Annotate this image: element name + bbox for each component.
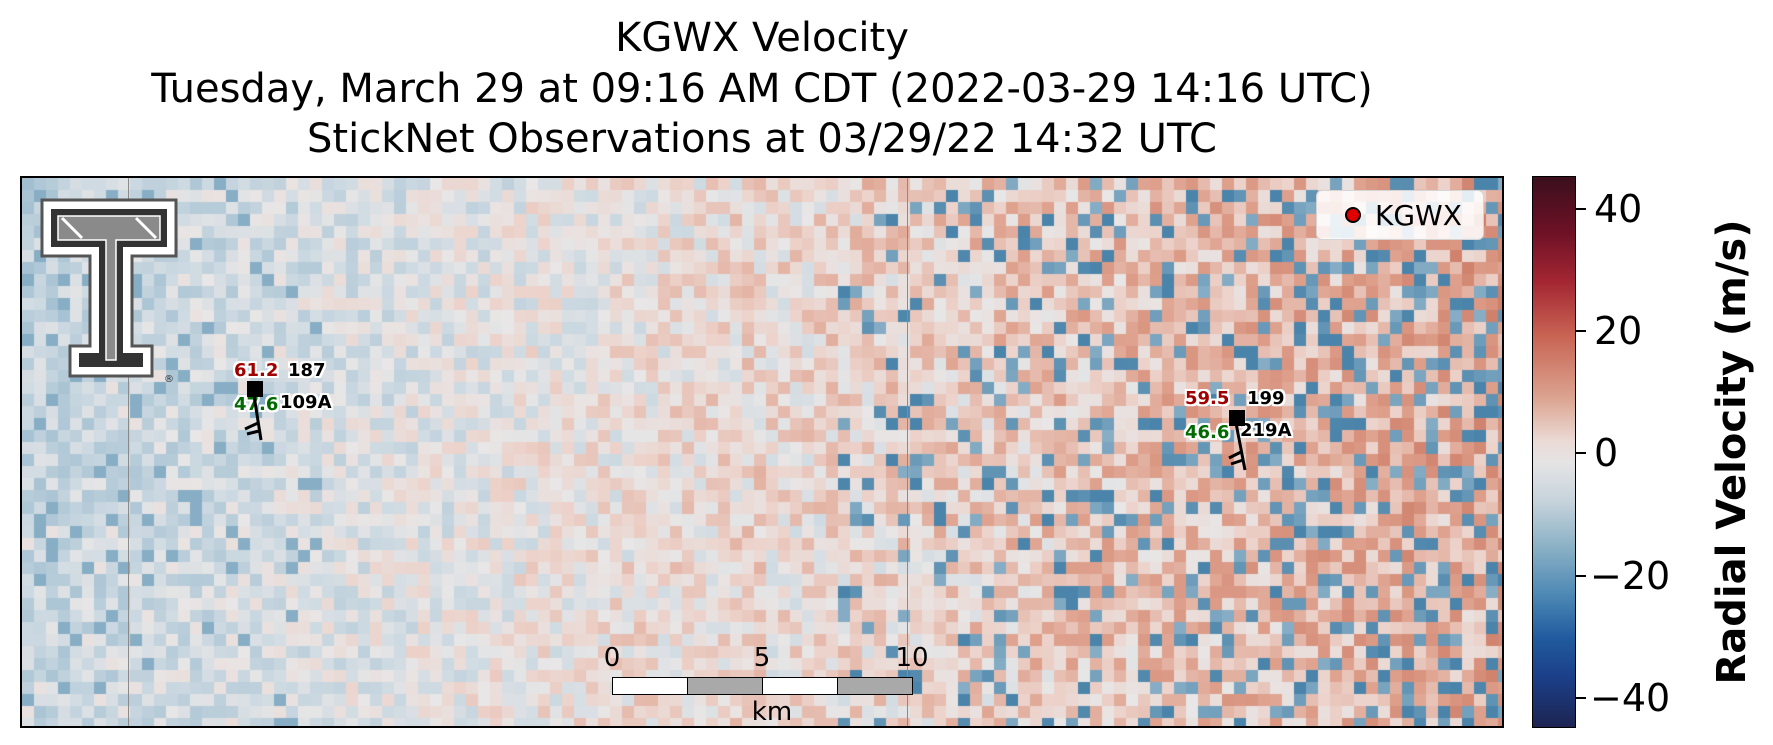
radar-site-marker-icon	[1345, 207, 1361, 223]
longitude-gridline	[907, 178, 908, 726]
longitude-gridline	[128, 178, 129, 726]
wind-barb-icon	[1228, 417, 1247, 471]
colorbar-tick	[1576, 575, 1586, 577]
scale-unit: km	[751, 697, 793, 727]
texas-tech-logo: ®	[40, 198, 178, 385]
station-id: 219A	[1240, 420, 1292, 441]
scale-segment	[762, 677, 838, 695]
colorbar-title: Radial Velocity (m/s)	[1709, 219, 1755, 685]
station-id: 109A	[280, 392, 332, 413]
station-wind-direction: 199	[1247, 388, 1285, 409]
scale-tick-label: 5	[753, 643, 771, 673]
colorbar-tick-label: 0	[1594, 431, 1619, 475]
legend-label: KGWX	[1375, 198, 1462, 232]
station-dewpoint: 46.6	[1185, 422, 1230, 443]
scale-tick-label: 0	[603, 643, 621, 673]
radar-velocity-field	[22, 178, 1502, 726]
map-subtitle-obs: StickNet Observations at 03/29/22 14:32 …	[307, 116, 1217, 162]
station-temperature: 59.5	[1185, 388, 1230, 409]
svg-text:®: ®	[164, 374, 174, 385]
station-temperature: 61.2	[234, 360, 279, 381]
map-title: KGWX Velocity	[615, 15, 909, 61]
colorbar-tick	[1576, 330, 1586, 332]
station-marker-icon	[247, 381, 263, 397]
colorbar-tick	[1576, 208, 1586, 210]
scale-segment	[687, 677, 763, 695]
wind-barb-icon	[244, 388, 263, 441]
colorbar-tick-label: −20	[1590, 554, 1671, 598]
colorbar-tick	[1576, 452, 1586, 454]
colorbar-tick-label: 20	[1594, 309, 1643, 353]
map-subtitle-time: Tuesday, March 29 at 09:16 AM CDT (2022-…	[151, 66, 1373, 112]
velocity-colorbar	[1532, 176, 1576, 728]
radar-map[interactable]: ® KGWX 61.2 187 47.6 109A 59.5 199 46.6 …	[20, 176, 1504, 728]
scale-segment	[837, 677, 913, 695]
scale-tick-label: 10	[895, 643, 929, 673]
scale-bar: 0 5 10 km	[604, 643, 932, 726]
station-marker-icon	[1229, 410, 1245, 426]
station-wind-direction: 187	[288, 360, 326, 381]
colorbar-tick-label: −40	[1590, 676, 1671, 720]
colorbar-tick-label: 40	[1594, 187, 1643, 231]
scale-segment	[612, 677, 688, 695]
colorbar-tick	[1576, 697, 1586, 699]
map-legend: KGWX	[1316, 190, 1484, 240]
